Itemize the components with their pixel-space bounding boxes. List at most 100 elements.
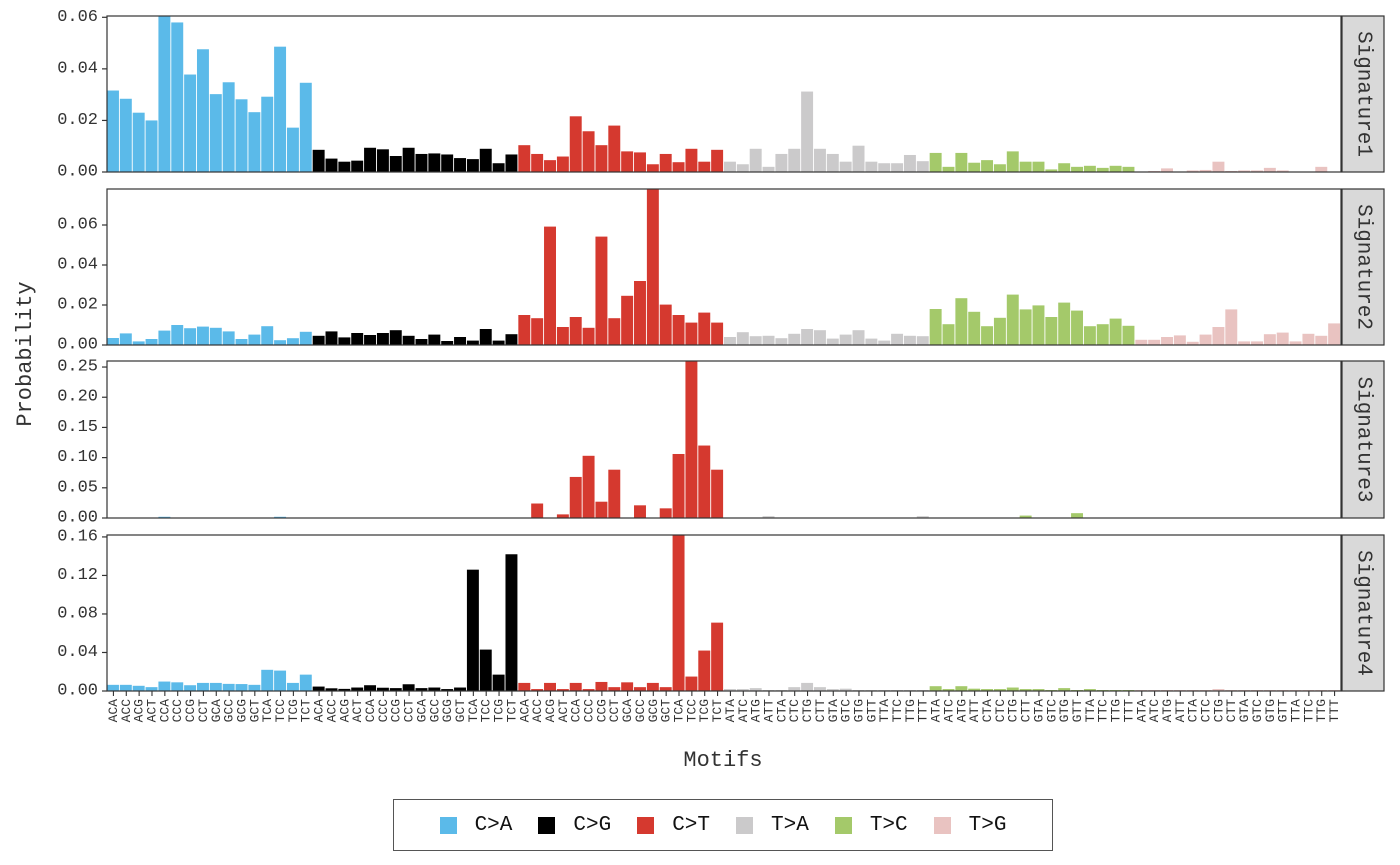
panel-border	[106, 188, 1342, 346]
x-tick-label: TCC	[684, 699, 699, 723]
bar	[993, 164, 1006, 172]
x-tick-label: TTG	[903, 699, 918, 722]
bar	[1045, 317, 1058, 345]
bar	[299, 331, 312, 345]
bar	[376, 333, 389, 345]
bar	[813, 687, 826, 691]
bar	[531, 503, 544, 518]
bar	[865, 338, 878, 345]
bar	[428, 334, 441, 345]
bar	[621, 295, 634, 345]
y-tick-label: 0.05	[57, 478, 98, 497]
x-tick-label: GTT	[864, 699, 879, 723]
x-tick-label: ATG	[749, 699, 764, 722]
y-tick-label: 0.08	[57, 604, 98, 623]
bar	[711, 322, 724, 345]
bar	[518, 145, 531, 172]
x-tick-label: TTG	[1109, 699, 1124, 722]
bar	[813, 148, 826, 172]
bar	[1096, 324, 1109, 345]
bar	[1083, 326, 1096, 345]
x-tick-label: GCA	[620, 699, 635, 723]
facet-strip	[1341, 15, 1385, 173]
bar	[1199, 334, 1212, 345]
x-tick-label: CCT	[196, 699, 211, 723]
bar	[248, 112, 261, 172]
bar	[852, 330, 865, 345]
x-tick-label: GTC	[1044, 699, 1059, 723]
bar	[286, 338, 299, 345]
bar	[261, 326, 274, 345]
legend-item-c-a: C>A	[439, 814, 512, 837]
facet-label: Signature4	[1352, 550, 1375, 676]
bar	[479, 649, 492, 691]
bar	[505, 154, 518, 172]
bar	[736, 689, 749, 691]
x-tick-label: GTG	[1263, 699, 1278, 722]
bar	[955, 686, 968, 691]
bar	[1186, 341, 1199, 345]
bar	[1083, 689, 1096, 691]
bar	[878, 340, 891, 345]
bar	[646, 682, 659, 691]
x-tick-label: ATA	[723, 699, 738, 723]
bar	[1238, 341, 1251, 345]
bar	[402, 335, 415, 345]
facet-label: Signature3	[1352, 376, 1375, 502]
bar	[865, 161, 878, 172]
bar	[544, 160, 556, 172]
bar	[376, 687, 389, 691]
bar	[312, 149, 325, 172]
bar	[1032, 689, 1045, 691]
x-tick-label: GCC	[633, 699, 648, 723]
y-tick-label: 0.02	[57, 111, 98, 130]
bar	[775, 153, 788, 172]
bar	[286, 127, 299, 172]
bar	[968, 162, 981, 172]
bar	[903, 154, 916, 172]
x-tick-label: CCT	[402, 699, 417, 723]
legend-key-c-g	[538, 816, 556, 834]
x-tick-label: GCT	[659, 699, 674, 723]
bar	[107, 90, 119, 172]
bar	[826, 338, 839, 345]
x-tick-label: ATT	[967, 699, 982, 723]
x-tick-label: ACC	[119, 699, 134, 723]
bar	[1109, 318, 1122, 345]
x-tick-label: TCC	[273, 699, 288, 723]
bar	[749, 688, 762, 691]
bar	[1161, 337, 1173, 345]
bar	[158, 681, 171, 691]
x-tick-label: ATT	[761, 699, 776, 723]
legend-label: C>G	[573, 813, 612, 837]
bar	[325, 331, 338, 345]
bar	[415, 153, 428, 172]
bar	[454, 687, 467, 691]
bar	[711, 622, 724, 691]
bar	[145, 339, 158, 345]
x-tick-label: CTT	[813, 699, 828, 723]
bar	[672, 535, 685, 691]
y-tick-label: 0.04	[57, 256, 98, 275]
bar	[184, 74, 197, 172]
bar	[762, 166, 775, 172]
bar	[1263, 334, 1276, 345]
bar	[813, 330, 826, 345]
bar	[402, 147, 415, 172]
y-tick-label: 0.12	[57, 566, 98, 585]
bar	[1161, 168, 1173, 172]
bar	[492, 674, 505, 691]
bar	[544, 682, 556, 691]
panel-border	[106, 360, 1342, 519]
bar	[492, 163, 505, 172]
bar	[1238, 170, 1251, 172]
bar	[788, 333, 801, 345]
bar	[389, 330, 402, 345]
legend-label: C>T	[672, 813, 710, 837]
bar	[852, 145, 865, 172]
bar	[942, 166, 955, 172]
x-tick-label: GCC	[222, 699, 237, 723]
bar	[544, 226, 556, 345]
bar	[634, 152, 646, 172]
bar	[107, 338, 119, 345]
